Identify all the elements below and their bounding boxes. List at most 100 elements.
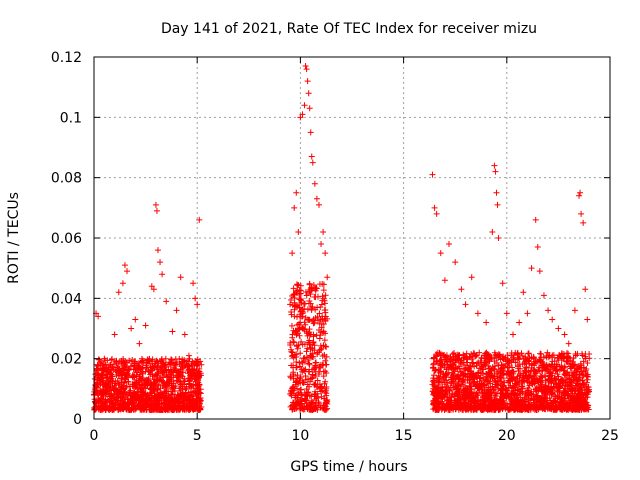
data-point	[172, 356, 179, 363]
data-point	[462, 301, 469, 308]
data-point	[159, 370, 166, 377]
data-point	[130, 374, 137, 381]
data-point	[193, 362, 200, 369]
data-point	[313, 195, 320, 202]
data-point	[317, 384, 324, 391]
data-point	[322, 250, 329, 257]
data-point	[305, 90, 312, 97]
data-point	[180, 400, 187, 407]
data-point	[189, 397, 196, 404]
data-point	[152, 360, 159, 367]
data-point	[177, 366, 184, 373]
data-point	[163, 397, 170, 404]
data-point	[114, 377, 121, 384]
data-point	[141, 377, 148, 384]
data-point	[446, 241, 453, 248]
data-point	[139, 404, 146, 411]
data-point	[291, 204, 298, 211]
data-point	[576, 192, 583, 199]
data-point	[154, 247, 161, 254]
data-point	[101, 366, 108, 373]
data-point	[132, 316, 139, 323]
data-point	[119, 280, 126, 287]
data-point	[185, 362, 192, 369]
data-point	[192, 381, 199, 388]
data-point	[540, 292, 547, 299]
data-point	[93, 366, 100, 373]
y-tick-label: 0.02	[51, 352, 82, 368]
data-point	[146, 390, 153, 397]
data-point	[584, 376, 591, 383]
data-point	[499, 280, 506, 287]
data-point	[95, 403, 102, 410]
data-point	[194, 405, 201, 412]
data-point	[144, 364, 151, 371]
data-point	[104, 382, 111, 389]
data-point	[126, 406, 133, 413]
data-point	[154, 364, 161, 371]
data-point	[118, 393, 125, 400]
data-point	[114, 399, 121, 406]
data-point	[549, 316, 556, 323]
data-point	[125, 378, 132, 385]
data-point	[164, 378, 171, 385]
data-point	[191, 406, 198, 413]
data-point	[520, 289, 527, 296]
data-point	[147, 367, 154, 374]
data-point	[118, 369, 125, 376]
data-point	[293, 281, 300, 288]
data-point	[113, 368, 120, 375]
data-point	[503, 310, 510, 317]
data-point	[303, 66, 310, 73]
data-point	[138, 404, 145, 411]
data-point	[123, 383, 130, 390]
data-point	[586, 350, 593, 357]
data-point	[160, 382, 167, 389]
data-point	[157, 365, 164, 372]
data-point	[163, 373, 170, 380]
data-point	[155, 397, 162, 404]
data-point	[139, 357, 146, 364]
data-point	[121, 364, 128, 371]
data-point	[294, 345, 301, 352]
data-point	[509, 331, 516, 338]
data-point	[163, 298, 170, 305]
data-point	[115, 289, 122, 296]
data-point	[110, 385, 117, 392]
data-point	[534, 244, 541, 251]
data-point	[152, 201, 159, 208]
data-point	[303, 292, 310, 299]
data-point	[493, 189, 500, 196]
data-point	[150, 399, 157, 406]
data-point	[123, 372, 130, 379]
data-point	[322, 389, 329, 396]
data-point	[179, 358, 186, 365]
data-point	[302, 63, 309, 70]
data-point	[437, 250, 444, 257]
data-point	[431, 204, 438, 211]
data-point	[100, 386, 107, 393]
data-point	[97, 360, 104, 367]
y-tick-label: 0.08	[51, 171, 82, 187]
data-point	[433, 210, 440, 217]
data-point	[191, 400, 198, 407]
data-point	[118, 384, 125, 391]
data-point	[111, 405, 118, 412]
data-point	[468, 274, 475, 281]
data-point	[311, 293, 318, 300]
data-point	[182, 389, 189, 396]
data-point	[117, 397, 124, 404]
data-point	[127, 363, 134, 370]
data-point	[169, 391, 176, 398]
data-point	[177, 274, 184, 281]
data-point	[174, 391, 181, 398]
data-point	[320, 287, 327, 294]
data-point	[102, 383, 109, 390]
data-point	[130, 400, 137, 407]
data-point	[169, 328, 176, 335]
data-point	[491, 162, 498, 169]
data-point	[183, 384, 190, 391]
data-point	[174, 371, 181, 378]
data-point	[290, 338, 297, 345]
data-point	[518, 350, 525, 357]
